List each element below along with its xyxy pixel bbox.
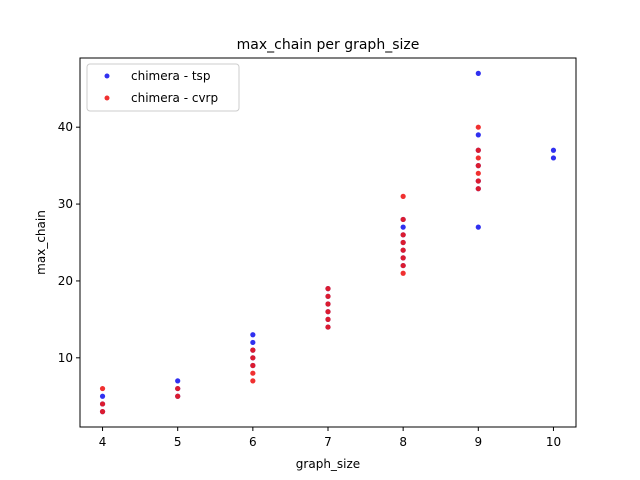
cvrp-data-point — [325, 316, 331, 322]
x-axis-label: graph_size — [296, 457, 360, 471]
cvrp-data-point — [99, 401, 106, 407]
tsp-data-point — [250, 332, 256, 338]
tsp-data-point — [400, 224, 406, 230]
x-tick-label: 10 — [546, 435, 561, 449]
cvrp-data-point — [325, 293, 331, 299]
x-axis: 4 5 6 7 8 9 10 — [99, 427, 561, 449]
y-tick-label: 10 — [58, 351, 73, 365]
legend-marker-cvrp — [104, 95, 110, 101]
x-tick-label: 9 — [474, 435, 482, 449]
cvrp-data-point — [475, 186, 481, 192]
tsp-data-point — [550, 155, 557, 161]
cvrp-data-point — [475, 178, 481, 184]
cvrp-data-point — [250, 355, 256, 361]
y-axis: 10 20 30 40 — [58, 120, 80, 365]
chart-title: max_chain per graph_size — [237, 37, 420, 53]
legend-label-tsp: chimera - tsp — [131, 69, 210, 83]
x-tick-label: 8 — [399, 435, 407, 449]
tsp-data-point — [475, 132, 481, 138]
tsp-data-point — [550, 147, 557, 153]
cvrp-data-point — [475, 155, 481, 161]
cvrp-data-point — [400, 216, 406, 223]
cvrp-data-point — [325, 324, 331, 330]
x-tick-label: 6 — [249, 435, 257, 449]
x-tick-label: 4 — [99, 435, 107, 449]
tsp-data-point — [475, 70, 481, 76]
cvrp-data-point — [400, 255, 406, 261]
cvrp-data-point — [400, 247, 406, 253]
tsp-data-point — [250, 339, 256, 346]
cvrp-data-point — [325, 301, 331, 307]
tsp-data-point — [475, 224, 481, 230]
cvrp-data-point — [250, 347, 256, 353]
cvrp-data-point — [400, 270, 406, 276]
plot-area — [99, 70, 557, 415]
x-tick-label: 7 — [324, 435, 332, 449]
cvrp-data-point — [250, 370, 256, 376]
legend-box — [86, 63, 240, 112]
x-tick-label: 5 — [174, 435, 182, 449]
cvrp-data-point — [475, 124, 481, 130]
y-axis-label: max_chain — [34, 210, 48, 275]
cvrp-data-point — [250, 362, 256, 369]
cvrp-data-point — [250, 378, 256, 384]
cvrp-data-point — [400, 239, 406, 246]
cvrp-data-point — [475, 170, 481, 176]
legend-label-cvrp: chimera - cvrp — [131, 91, 218, 105]
cvrp-data-point — [400, 232, 406, 238]
cvrp-data-point — [325, 286, 331, 292]
plot-frame — [79, 57, 577, 428]
cvrp-data-point — [175, 393, 181, 399]
cvrp-data-point — [400, 262, 406, 269]
legend: chimera - tsp chimera - cvrp — [86, 63, 240, 112]
cvrp-data-point — [400, 193, 406, 199]
y-tick-label: 40 — [58, 120, 73, 134]
cvrp-data-point — [325, 309, 331, 315]
legend-marker-tsp — [104, 73, 110, 79]
tsp-data-point — [175, 378, 181, 384]
y-tick-label: 20 — [58, 274, 73, 288]
cvrp-data-point — [175, 385, 181, 392]
cvrp-data-point — [475, 147, 481, 153]
cvrp-data-point — [99, 409, 106, 415]
y-tick-label: 30 — [58, 197, 73, 211]
tsp-data-point — [99, 393, 106, 399]
cvrp-data-point — [475, 163, 481, 169]
cvrp-data-point — [99, 385, 106, 392]
